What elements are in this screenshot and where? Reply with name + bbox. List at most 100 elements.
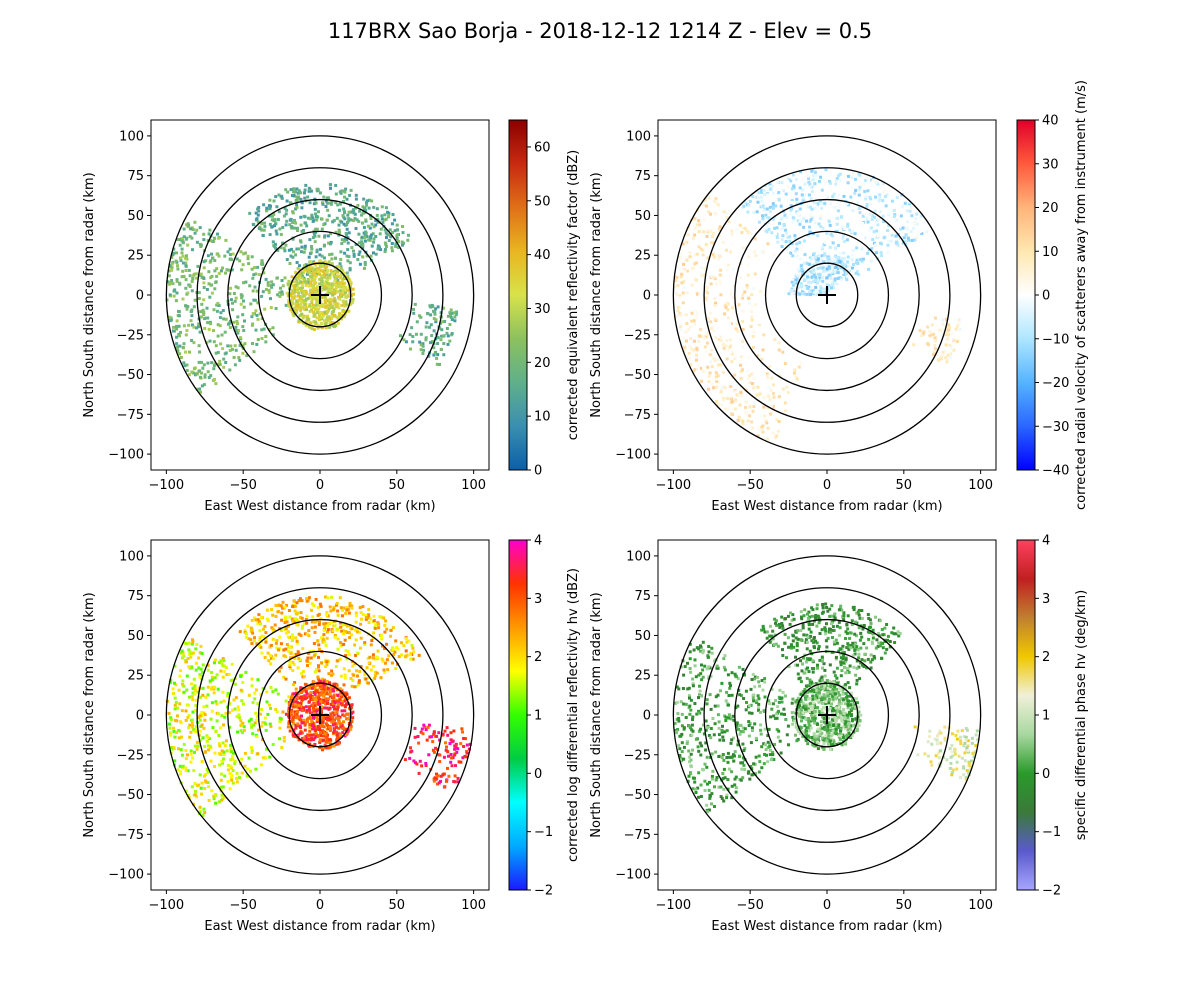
echo-gate <box>789 289 793 293</box>
echo-gate <box>269 643 273 647</box>
echo-gate <box>442 772 446 776</box>
echo-gate <box>348 261 352 265</box>
echo-gate <box>241 351 245 355</box>
echo-gate <box>846 255 850 259</box>
echo-gate <box>810 275 814 279</box>
echo-gate <box>816 202 820 206</box>
echo-gate <box>287 283 291 287</box>
colorbar-tick-label: −40 <box>1042 464 1069 479</box>
echo-gate <box>454 312 458 316</box>
echo-gate <box>739 418 743 422</box>
echo-gate <box>187 641 191 645</box>
echo-gate <box>798 241 802 245</box>
echo-gate <box>187 653 191 656</box>
echo-gate <box>875 219 879 223</box>
echo-gate <box>893 213 897 216</box>
echo-gate <box>333 711 337 715</box>
echo-gate <box>184 642 188 645</box>
echo-gate <box>380 657 384 661</box>
echo-gate <box>315 709 319 713</box>
echo-gate <box>201 736 205 740</box>
echo-gate <box>213 658 217 662</box>
echo-gate <box>269 284 273 287</box>
echo-gate <box>800 285 804 289</box>
echo-gate <box>256 678 260 682</box>
x-tick-label: −50 <box>736 478 763 493</box>
echo-gate <box>350 246 354 250</box>
echo-gate <box>193 729 197 733</box>
echo-gate <box>200 371 203 375</box>
echo-gate <box>207 798 211 802</box>
echo-gate <box>867 229 871 232</box>
echo-gate <box>316 606 320 609</box>
echo-gate <box>232 320 236 324</box>
echo-gate <box>197 325 200 329</box>
echo-gate <box>831 195 835 199</box>
echo-gate <box>295 653 298 656</box>
echo-gate <box>433 351 437 355</box>
echo-gate <box>287 248 291 252</box>
echo-gate <box>344 611 348 615</box>
echo-gate <box>287 299 291 303</box>
echo-gate <box>171 687 175 691</box>
echo-gate <box>695 358 698 362</box>
echo-gate <box>314 297 318 301</box>
echo-gate <box>867 267 871 271</box>
echo-gate <box>304 283 308 287</box>
echo-gate <box>831 282 835 286</box>
echo-gate <box>383 671 387 674</box>
echo-gate <box>198 330 202 334</box>
echo-gate <box>865 203 869 207</box>
echo-gate <box>330 288 334 292</box>
echo-gate <box>317 267 321 271</box>
echo-gate <box>919 214 923 218</box>
echo-gate <box>337 717 341 721</box>
echo-gate <box>769 404 773 408</box>
echo-gate <box>251 276 255 280</box>
echo-gate <box>821 245 824 249</box>
echo-gate <box>230 258 234 262</box>
echo-gate <box>323 263 327 267</box>
echo-gate <box>250 723 254 727</box>
echo-gate <box>227 322 230 326</box>
echo-gate <box>212 794 216 798</box>
echo-gate <box>306 314 310 318</box>
echo-gate <box>271 283 275 287</box>
echo-gate <box>313 312 317 316</box>
echo-gate <box>944 315 948 319</box>
echo-gate <box>820 247 824 251</box>
echo-gate <box>286 725 290 729</box>
echo-gate <box>215 274 219 278</box>
echo-gate <box>228 787 232 791</box>
echo-gate <box>333 722 337 726</box>
echo-gate <box>825 269 829 273</box>
echo-gate <box>818 217 822 220</box>
echo-gate <box>743 227 747 230</box>
echo-gate <box>299 633 303 637</box>
echo-gate <box>358 262 362 266</box>
echo-gate <box>177 324 181 328</box>
echo-gate <box>194 725 198 729</box>
echo-gate <box>433 776 437 780</box>
echo-gate <box>339 725 343 729</box>
echo-gate <box>203 375 207 379</box>
echo-gate <box>405 653 409 657</box>
echo-gate <box>260 328 264 332</box>
echo-gate <box>321 691 325 695</box>
echo-gate <box>869 259 873 263</box>
echo-gate <box>346 650 350 654</box>
echo-gate <box>295 279 299 283</box>
echo-gate <box>872 178 875 182</box>
echo-gate <box>346 241 350 245</box>
echo-gate <box>835 222 839 226</box>
echo-gate <box>741 339 745 343</box>
echo-gate <box>767 216 771 220</box>
echo-gate <box>219 342 223 346</box>
echo-gate <box>314 201 318 205</box>
echo-gate <box>727 345 731 349</box>
echo-gate <box>340 238 344 242</box>
echo-gate <box>692 308 696 312</box>
echo-gate <box>913 238 917 242</box>
echo-gate <box>329 202 333 206</box>
echo-gate <box>199 644 203 648</box>
